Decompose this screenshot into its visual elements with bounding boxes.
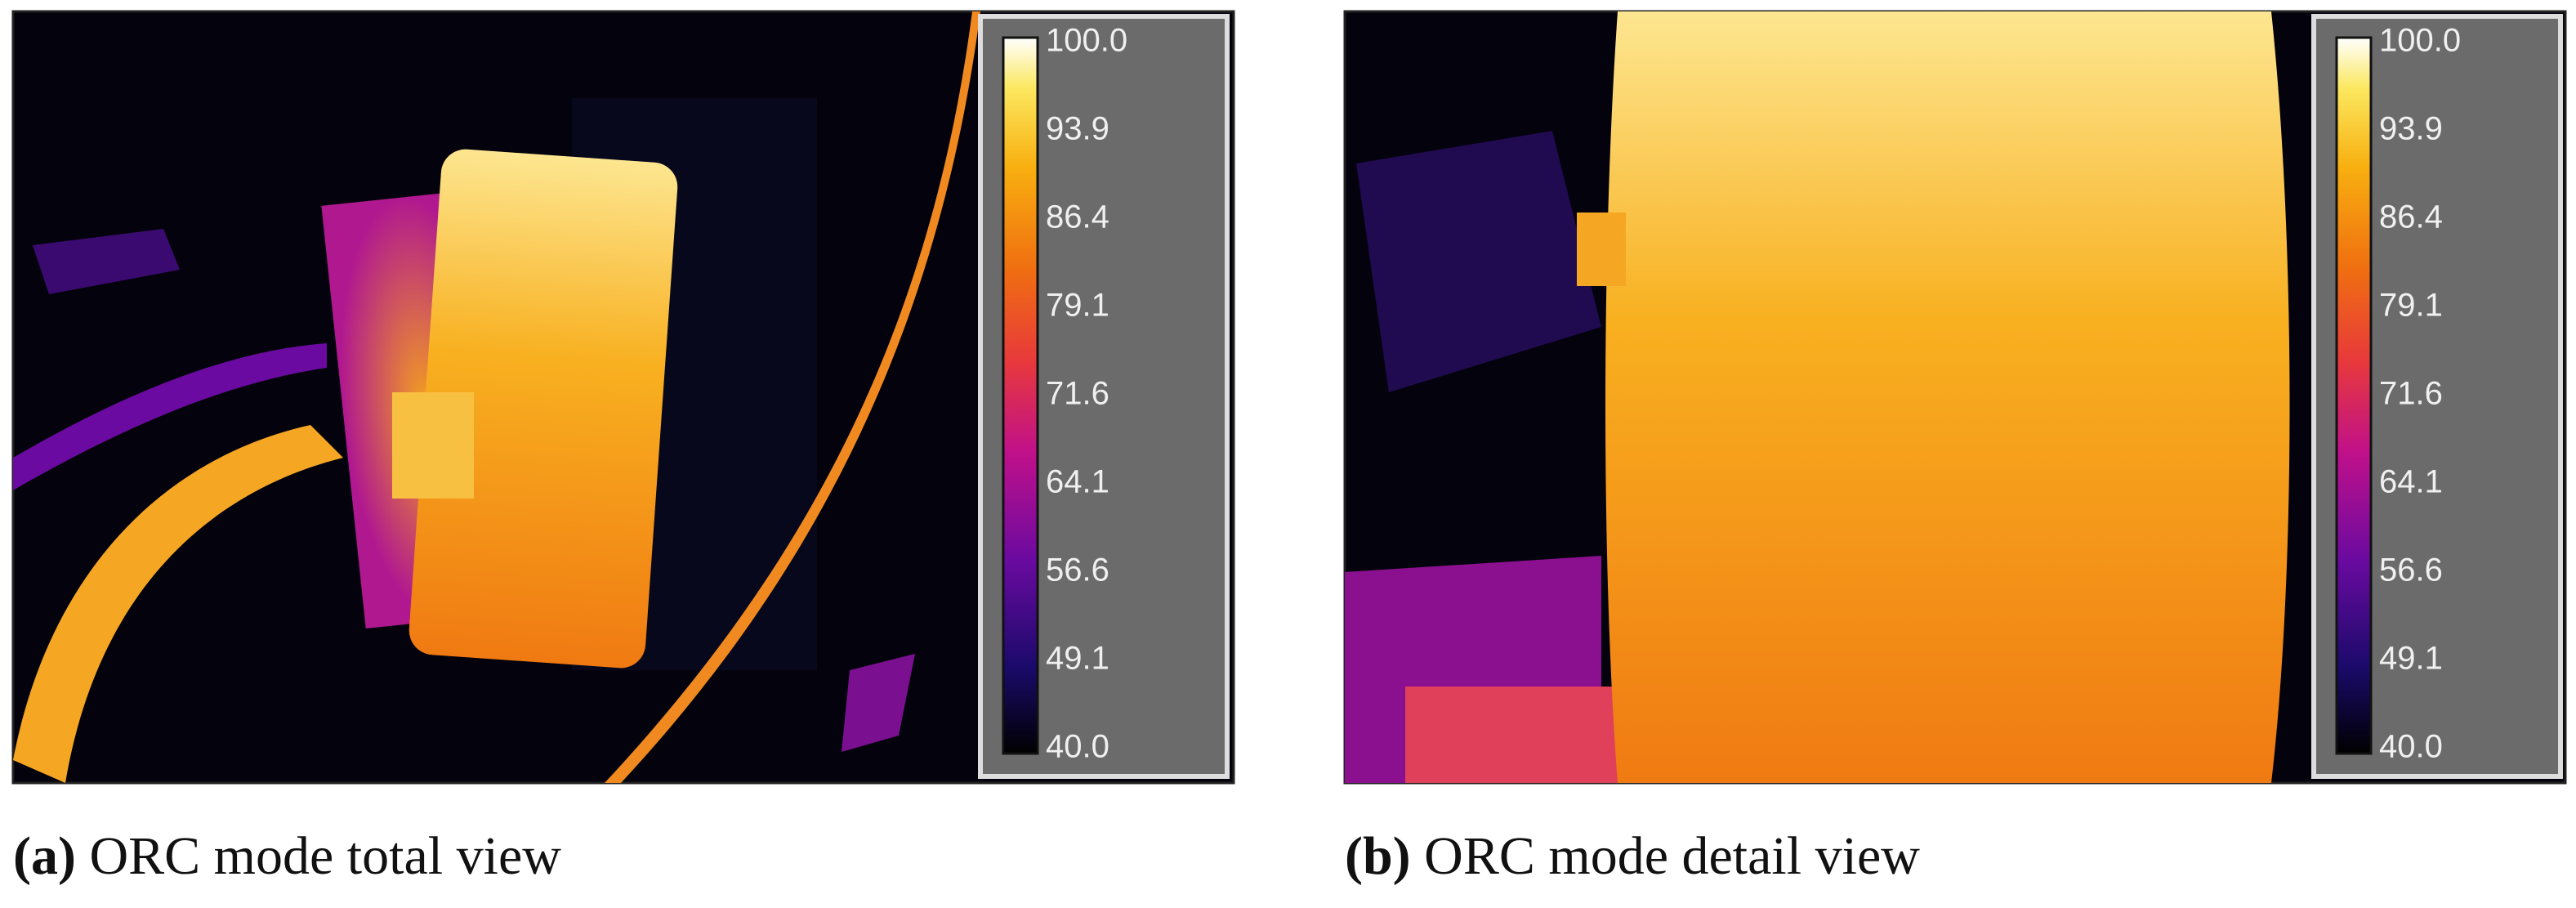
colorbar-label: 79.1 bbox=[1046, 288, 1109, 324]
colorbar-label: 64.1 bbox=[2379, 464, 2443, 500]
colorbar-label: 93.9 bbox=[1046, 111, 1109, 147]
colorbar-label: 56.6 bbox=[1046, 552, 1109, 588]
colorbar-label: 86.4 bbox=[1046, 199, 1109, 235]
colorbar-label: 49.1 bbox=[2379, 641, 2443, 677]
colorbar-label: 100.0 bbox=[2379, 23, 2461, 59]
colorbar-label: 40.0 bbox=[2379, 729, 2443, 765]
caption-a: (a) ORC mode total view bbox=[13, 825, 561, 888]
colorbar-label: 93.9 bbox=[2379, 111, 2443, 147]
panel-label: (a) bbox=[13, 826, 76, 886]
panel-label: (b) bbox=[1345, 826, 1411, 886]
colorbar-label: 49.1 bbox=[1046, 641, 1109, 677]
colorbar-label: 40.0 bbox=[1046, 729, 1109, 765]
colorbar-label: 79.1 bbox=[2379, 288, 2443, 324]
colorbar-a bbox=[978, 14, 1230, 779]
colorbar-label: 86.4 bbox=[2379, 199, 2443, 235]
colorbar-label: 71.6 bbox=[2379, 376, 2443, 412]
colorbar-label: 64.1 bbox=[1046, 464, 1109, 500]
colorbar-b bbox=[2311, 14, 2563, 779]
caption-text: ORC mode total view bbox=[89, 826, 561, 886]
colorbar-label: 56.6 bbox=[2379, 552, 2443, 588]
caption-b: (b) ORC mode detail view bbox=[1345, 825, 1920, 888]
caption-text: ORC mode detail view bbox=[1424, 826, 1920, 886]
colorbar-label: 71.6 bbox=[1046, 376, 1109, 412]
colorbar-label: 100.0 bbox=[1046, 23, 1127, 59]
